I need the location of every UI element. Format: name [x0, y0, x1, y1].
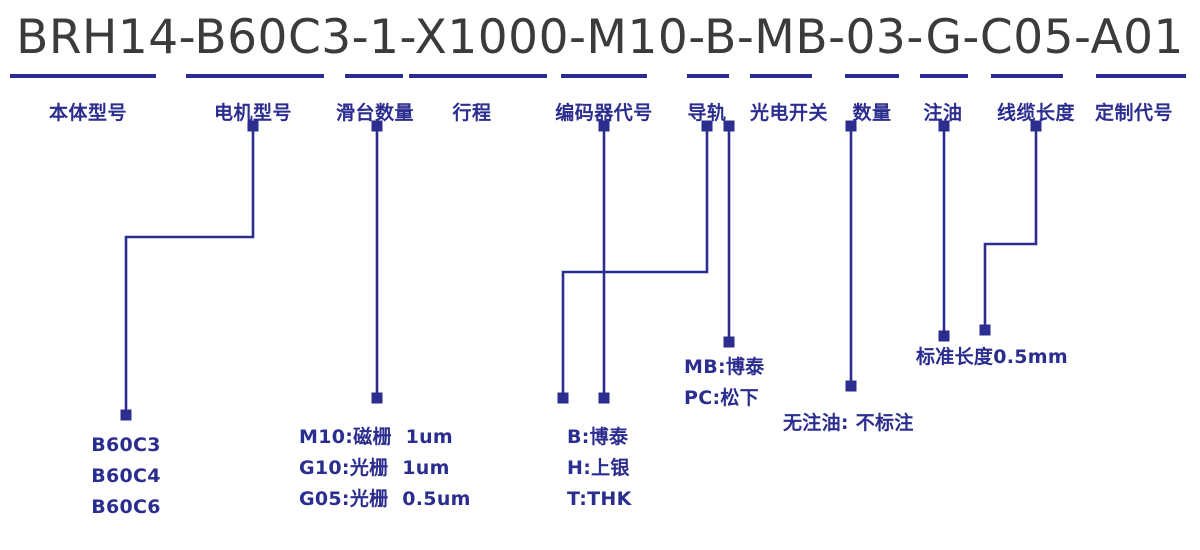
option-line: 无注油: 不标注: [783, 412, 914, 434]
option-group-4: 无注油: 不标注: [783, 408, 914, 439]
segment-underline: [991, 74, 1063, 78]
segment-underline: [920, 74, 968, 78]
field-label-2: 滑台数量: [335, 102, 415, 124]
leader-line: [124, 124, 255, 417]
segment-underline: [750, 74, 812, 78]
option-line: MB:博泰: [684, 356, 765, 378]
field-label-0: 本体型号: [48, 102, 128, 124]
leader-marker: [557, 392, 569, 404]
segment-underline: [1096, 74, 1186, 78]
option-group-1: M10:磁栅 1um G10:光栅 1um G05:光栅 0.5um: [299, 422, 471, 515]
field-label-4: 编码器代号: [555, 102, 653, 124]
segment-underline: [561, 74, 647, 78]
option-line: PC:松下: [684, 387, 759, 409]
segment-underline: [186, 74, 324, 78]
option-line: B:博泰: [567, 426, 629, 448]
model-number-headline: BRH14-B60C3-1-X1000-M10-B-MB-03-G-C05-A0…: [16, 10, 1184, 65]
leader-marker: [120, 409, 132, 421]
option-group-0: B60C3 B60C4 B60C6: [91, 430, 161, 523]
option-line: T:THK: [567, 488, 632, 510]
field-label-6: 光电开关: [749, 102, 829, 124]
leader-line: [983, 124, 1038, 332]
field-label-5: 导轨: [687, 102, 727, 124]
leader-marker: [845, 380, 857, 392]
leader-marker: [371, 392, 383, 404]
leader-marker: [938, 330, 950, 342]
option-group-3: MB:博泰 PC:松下: [684, 352, 765, 414]
segment-underline: [845, 74, 899, 78]
segment-underline: [10, 74, 156, 78]
option-line: B60C4: [91, 465, 161, 487]
option-line: B60C6: [91, 496, 161, 518]
leader-marker: [598, 392, 610, 404]
option-line: G05:光栅 0.5um: [299, 488, 471, 510]
option-group-2: B:博泰 H:上银 T:THK: [567, 422, 632, 515]
segment-underline: [687, 74, 729, 78]
option-group-5: 标准长度0.5mm: [916, 342, 1068, 373]
option-line: G10:光栅 1um: [299, 457, 450, 479]
field-label-9: 线缆长度: [996, 102, 1076, 124]
field-label-8: 注油: [923, 102, 963, 124]
field-label-3: 行程: [452, 102, 492, 124]
segment-underline: [345, 74, 403, 78]
leader-marker: [723, 336, 735, 348]
option-line: B60C3: [91, 434, 161, 456]
option-line: 标准长度0.5mm: [916, 346, 1068, 368]
option-line: M10:磁栅 1um: [299, 426, 454, 448]
field-label-10: 定制代号: [1094, 102, 1174, 124]
leader-marker: [979, 324, 991, 336]
field-label-1: 电机型号: [213, 102, 293, 124]
field-label-7: 数量: [852, 102, 892, 124]
option-line: H:上银: [567, 457, 630, 479]
segment-underline: [409, 74, 547, 78]
